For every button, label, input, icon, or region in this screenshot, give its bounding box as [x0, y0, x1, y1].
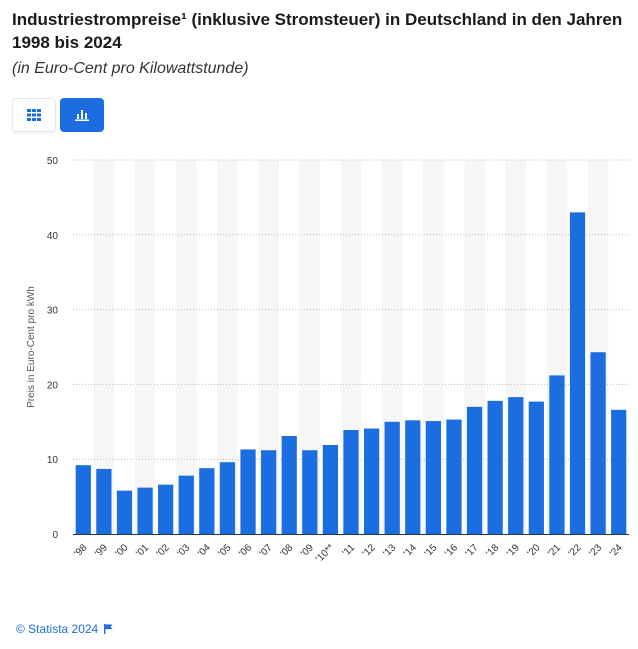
x-tick-label: '23: [587, 542, 604, 559]
y-tick-label: 40: [47, 231, 59, 242]
x-tick-label: '18: [484, 542, 501, 559]
x-tick-label: '13: [381, 542, 398, 559]
bar[interactable]: [116, 490, 133, 534]
x-tick-label: '07: [258, 542, 275, 559]
column-band: [299, 160, 321, 534]
bar[interactable]: [466, 406, 483, 534]
bar[interactable]: [363, 428, 380, 534]
chart-view-button[interactable]: [60, 98, 104, 132]
x-tick-label: '24: [608, 542, 625, 559]
bar[interactable]: [343, 430, 359, 534]
bar[interactable]: [590, 352, 606, 534]
bar[interactable]: [137, 487, 153, 534]
x-tick-label: '14: [402, 542, 419, 559]
x-tick-label: '22: [567, 542, 584, 559]
bar[interactable]: [199, 468, 215, 534]
grid-icon: [27, 109, 41, 121]
bar[interactable]: [322, 444, 339, 534]
bars: [75, 212, 627, 535]
bar[interactable]: [240, 449, 256, 534]
bar-chart-icon: [75, 110, 89, 121]
y-tick-label: 30: [47, 306, 59, 317]
source-footer[interactable]: © Statista 2024: [16, 622, 113, 636]
x-tick-label: '02: [155, 542, 172, 559]
bar[interactable]: [75, 465, 91, 534]
column-band: [175, 160, 197, 534]
x-tick-label: '01: [134, 542, 151, 559]
y-tick-label: 10: [47, 455, 59, 466]
column-band: [93, 160, 115, 534]
x-tick-label: '15: [422, 542, 439, 559]
chart-subtitle: (in Euro-Cent pro Kilowattstunde): [12, 60, 249, 77]
bar[interactable]: [425, 421, 441, 534]
bar[interactable]: [611, 409, 627, 534]
x-tick-label: '19: [505, 542, 522, 559]
column-band: [134, 160, 156, 534]
bar[interactable]: [487, 400, 503, 534]
source-text[interactable]: © Statista 2024: [16, 622, 99, 636]
x-tick-label: '12: [361, 542, 378, 559]
x-tick-label: '05: [217, 542, 234, 559]
y-axis: 0 10 20 30 40 50: [47, 156, 59, 541]
x-tick-label: '10**: [314, 542, 337, 565]
bar[interactable]: [178, 475, 194, 534]
x-tick-label: '98: [72, 542, 89, 559]
column-band: [217, 160, 238, 534]
x-tick-label: '03: [175, 542, 192, 559]
flag-icon[interactable]: [104, 624, 113, 634]
bar[interactable]: [96, 468, 112, 534]
bar[interactable]: [528, 401, 544, 534]
table-view-button[interactable]: [12, 98, 56, 132]
x-tick-label: '04: [196, 542, 213, 559]
x-axis: '98'99'00'01'02'03'04'05'06'07'08'09'10*…: [72, 542, 625, 565]
y-tick-label: 50: [47, 156, 59, 167]
bar[interactable]: [219, 462, 236, 534]
bar[interactable]: [549, 375, 565, 534]
x-tick-label: '00: [114, 542, 131, 559]
gridlines: [73, 159, 629, 535]
chart-title: Industriestrompreise¹ (inklusive Stromst…: [12, 10, 623, 52]
x-tick-label: '06: [237, 542, 254, 559]
x-tick-label: '16: [443, 542, 460, 559]
bar[interactable]: [405, 420, 421, 534]
bar[interactable]: [446, 419, 462, 534]
column-band: [258, 160, 279, 534]
x-tick-label: '21: [546, 542, 563, 559]
bar[interactable]: [384, 421, 400, 534]
bar[interactable]: [508, 397, 524, 534]
bar[interactable]: [281, 436, 297, 534]
y-tick-label: 0: [52, 530, 58, 541]
x-tick-label: '99: [93, 542, 110, 559]
x-tick-label: '11: [341, 542, 358, 559]
x-tick-label: '20: [525, 542, 542, 559]
y-tick-label: 20: [47, 380, 59, 391]
y-axis-label: Preis in Euro-Cent pro kWh: [26, 286, 37, 408]
x-tick-label: '17: [464, 542, 481, 559]
bar[interactable]: [158, 484, 174, 534]
bar[interactable]: [302, 450, 318, 534]
x-tick-label: '08: [278, 542, 295, 559]
bar[interactable]: [261, 450, 277, 534]
bar[interactable]: [569, 212, 586, 535]
